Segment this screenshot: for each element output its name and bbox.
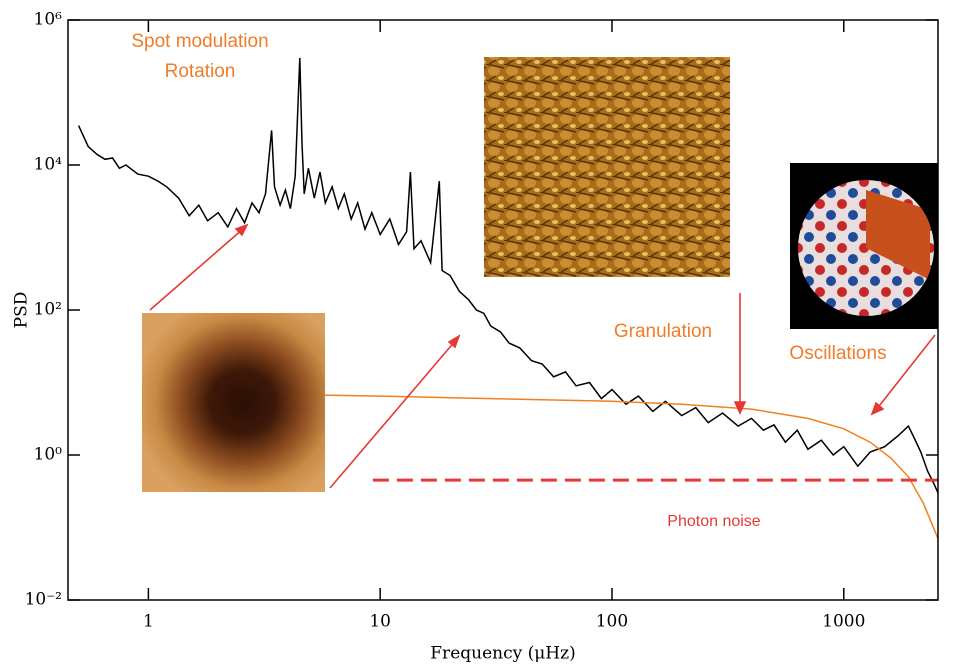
- oscillation-sphere: [798, 180, 934, 316]
- annotation: Photon noise: [667, 513, 761, 530]
- arrows: [149, 223, 936, 489]
- series-line: [77, 57, 939, 494]
- series-line: [274, 393, 939, 539]
- x-tick-label: 100: [596, 612, 628, 632]
- x-tick-label: 1000: [822, 612, 865, 632]
- plot-area: [77, 57, 939, 539]
- annotation: Oscillations: [789, 343, 886, 364]
- sunspot-image: [142, 313, 325, 492]
- y-tick-label: 10⁻²: [25, 590, 62, 610]
- y-tick-label: 10⁴: [34, 155, 63, 175]
- y-tick-label: 10⁶: [34, 10, 63, 30]
- annotation: Spot modulation: [131, 31, 268, 52]
- granulation-image: [484, 57, 730, 277]
- x-axis-label: Frequency (μHz): [430, 644, 575, 664]
- y-tick-label: 10²: [34, 300, 62, 320]
- annotation: Rotation: [165, 61, 236, 82]
- y-tick-label: 10⁰: [34, 445, 63, 465]
- x-tick-label: 1: [143, 612, 154, 632]
- annotation: Granulation: [614, 321, 712, 342]
- y-axis-label: PSD: [12, 292, 32, 329]
- x-tick-label: 10: [369, 612, 391, 632]
